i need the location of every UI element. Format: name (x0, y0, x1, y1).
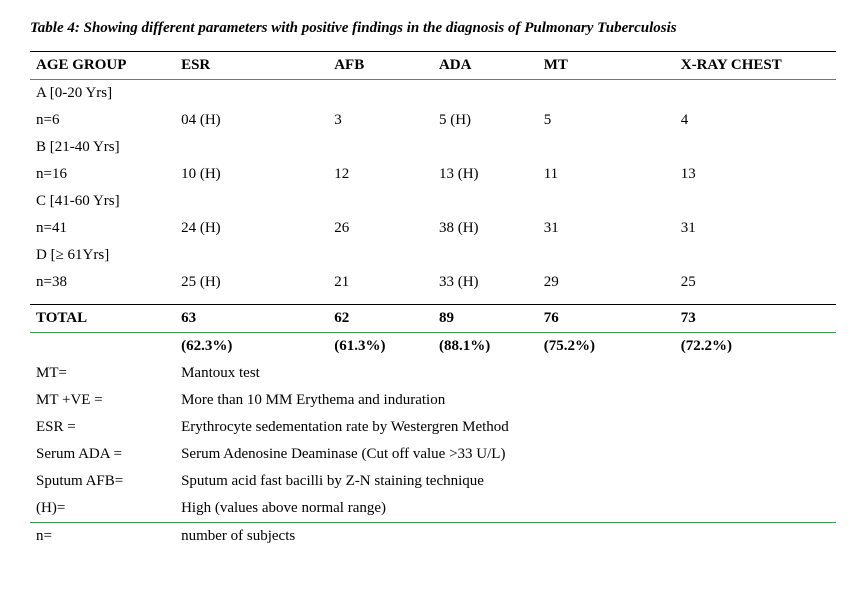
group-a-data-row: n=6 04 (H) 3 5 (H) 5 4 (30, 107, 836, 134)
total-ada: 89 (433, 305, 538, 333)
legend-esr-def: Erythrocyte sedementation rate by Wester… (175, 414, 836, 441)
pct-afb: (61.3%) (328, 333, 433, 361)
total-mt: 76 (538, 305, 675, 333)
col-afb: AFB (328, 52, 433, 80)
total-xray: 73 (675, 305, 836, 333)
group-c-mt: 31 (538, 215, 675, 242)
group-b-label: B [21-40 Yrs] (30, 134, 836, 161)
pct-esr: (62.3%) (175, 333, 328, 361)
pct-xray: (72.2%) (675, 333, 836, 361)
spacer-row (30, 296, 836, 305)
group-c-label-row: C [41-60 Yrs] (30, 188, 836, 215)
legend-ada-def: Serum Adenosine Deaminase (Cut off value… (175, 441, 836, 468)
group-a-afb: 3 (328, 107, 433, 134)
group-c-xray: 31 (675, 215, 836, 242)
group-d-label: D [≥ 61Yrs] (30, 242, 836, 269)
group-d-ada: 33 (H) (433, 269, 538, 296)
legend-afb: Sputum AFB= Sputum acid fast bacilli by … (30, 468, 836, 495)
group-c-afb: 26 (328, 215, 433, 242)
group-d-label-row: D [≥ 61Yrs] (30, 242, 836, 269)
group-a-n: n=6 (30, 107, 175, 134)
group-a-label-row: A [0-20 Yrs] (30, 80, 836, 108)
group-c-ada: 38 (H) (433, 215, 538, 242)
col-xray-chest: X-RAY CHEST (675, 52, 836, 80)
group-b-n: n=16 (30, 161, 175, 188)
group-d-xray: 25 (675, 269, 836, 296)
legend-ada-key: Serum ADA = (30, 441, 175, 468)
group-b-afb: 12 (328, 161, 433, 188)
header-row: AGE GROUP ESR AFB ADA MT X-RAY CHEST (30, 52, 836, 80)
col-age-group: AGE GROUP (30, 52, 175, 80)
legend-h: (H)= High (values above normal range) (30, 495, 836, 523)
legend-ada: Serum ADA = Serum Adenosine Deaminase (C… (30, 441, 836, 468)
legend-afb-def: Sputum acid fast bacilli by Z-N staining… (175, 468, 836, 495)
group-d-esr: 25 (H) (175, 269, 328, 296)
legend-n-def: number of subjects (175, 523, 836, 551)
group-c-label: C [41-60 Yrs] (30, 188, 836, 215)
legend-n: n= number of subjects (30, 523, 836, 551)
pct-ada: (88.1%) (433, 333, 538, 361)
col-ada: ADA (433, 52, 538, 80)
group-d-mt: 29 (538, 269, 675, 296)
legend-mtve-def: More than 10 MM Erythema and induration (175, 387, 836, 414)
pct-mt: (75.2%) (538, 333, 675, 361)
total-afb: 62 (328, 305, 433, 333)
group-c-n: n=41 (30, 215, 175, 242)
col-esr: ESR (175, 52, 328, 80)
legend-afb-key: Sputum AFB= (30, 468, 175, 495)
table-caption: Table 4: Showing different parameters wi… (30, 20, 836, 37)
legend-esr-key: ESR = (30, 414, 175, 441)
legend-mt-key: MT= (30, 360, 175, 387)
legend-h-def: High (values above normal range) (175, 495, 836, 523)
group-b-label-row: B [21-40 Yrs] (30, 134, 836, 161)
legend-esr: ESR = Erythrocyte sedementation rate by … (30, 414, 836, 441)
group-b-ada: 13 (H) (433, 161, 538, 188)
group-d-data-row: n=38 25 (H) 21 33 (H) 29 25 (30, 269, 836, 296)
group-b-mt: 11 (538, 161, 675, 188)
legend-mt: MT= Mantoux test (30, 360, 836, 387)
group-b-esr: 10 (H) (175, 161, 328, 188)
total-row: TOTAL 63 62 89 76 73 (30, 305, 836, 333)
col-mt: MT (538, 52, 675, 80)
group-a-label: A [0-20 Yrs] (30, 80, 836, 108)
group-c-esr: 24 (H) (175, 215, 328, 242)
group-b-xray: 13 (675, 161, 836, 188)
total-label: TOTAL (30, 305, 175, 333)
group-d-n: n=38 (30, 269, 175, 296)
legend-mt-def: Mantoux test (175, 360, 836, 387)
parameters-table: AGE GROUP ESR AFB ADA MT X-RAY CHEST A [… (30, 51, 836, 550)
legend-n-key: n= (30, 523, 175, 551)
legend-h-key: (H)= (30, 495, 175, 523)
legend-mtve-key: MT +VE = (30, 387, 175, 414)
pct-row: (62.3%) (61.3%) (88.1%) (75.2%) (72.2%) (30, 333, 836, 361)
total-esr: 63 (175, 305, 328, 333)
group-a-xray: 4 (675, 107, 836, 134)
group-b-data-row: n=16 10 (H) 12 13 (H) 11 13 (30, 161, 836, 188)
group-d-afb: 21 (328, 269, 433, 296)
group-a-esr: 04 (H) (175, 107, 328, 134)
legend-mtve: MT +VE = More than 10 MM Erythema and in… (30, 387, 836, 414)
group-c-data-row: n=41 24 (H) 26 38 (H) 31 31 (30, 215, 836, 242)
group-a-ada: 5 (H) (433, 107, 538, 134)
group-a-mt: 5 (538, 107, 675, 134)
